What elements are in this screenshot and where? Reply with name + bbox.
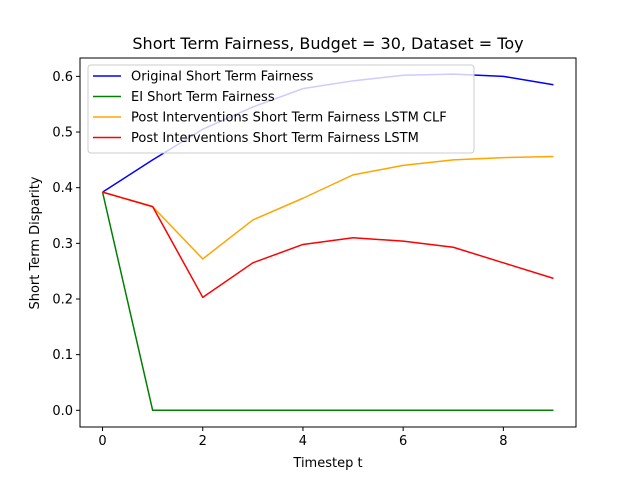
y-tick-label: 0.2 <box>52 292 73 307</box>
y-tick-label: 0.3 <box>52 237 73 252</box>
series-line-2 <box>101 191 554 412</box>
y-tick-label: 0.6 <box>52 70 73 85</box>
x-tick-label: 2 <box>199 434 207 449</box>
y-axis-ticks: 0.0 0.1 0.2 0.3 0.4 0.5 0.6 <box>52 70 80 419</box>
x-tick-label: 4 <box>299 434 307 449</box>
legend-box <box>87 64 475 154</box>
x-axis-label: Timestep t <box>292 456 362 471</box>
legend-label-1: Original Short Term Fairness <box>131 70 314 85</box>
y-tick-label: 0.1 <box>52 348 73 363</box>
x-axis-ticks: 0 2 4 6 8 <box>98 427 507 449</box>
x-tick-label: 0 <box>98 434 106 449</box>
x-tick-label: 8 <box>499 434 507 449</box>
series-line-3 <box>102 155 554 260</box>
series-line-4 <box>102 191 554 299</box>
legend-label-2: EI Short Term Fairness <box>131 90 275 105</box>
legend: Original Short Term Fairness EI Short Ter… <box>87 64 475 154</box>
chart-title: Short Term Fairness, Budget = 30, Datase… <box>132 34 523 53</box>
legend-label-4: Post Interventions Short Term Fairness L… <box>131 131 419 146</box>
x-tick-label: 6 <box>399 434 407 449</box>
y-tick-label: 0.0 <box>52 404 73 419</box>
y-tick-label: 0.4 <box>52 181 73 196</box>
plot-frame <box>79 57 577 428</box>
legend-label-3: Post Interventions Short Term Fairness L… <box>131 111 447 126</box>
y-tick-label: 0.5 <box>52 126 73 141</box>
y-axis-label: Short Term Disparity <box>28 176 43 309</box>
